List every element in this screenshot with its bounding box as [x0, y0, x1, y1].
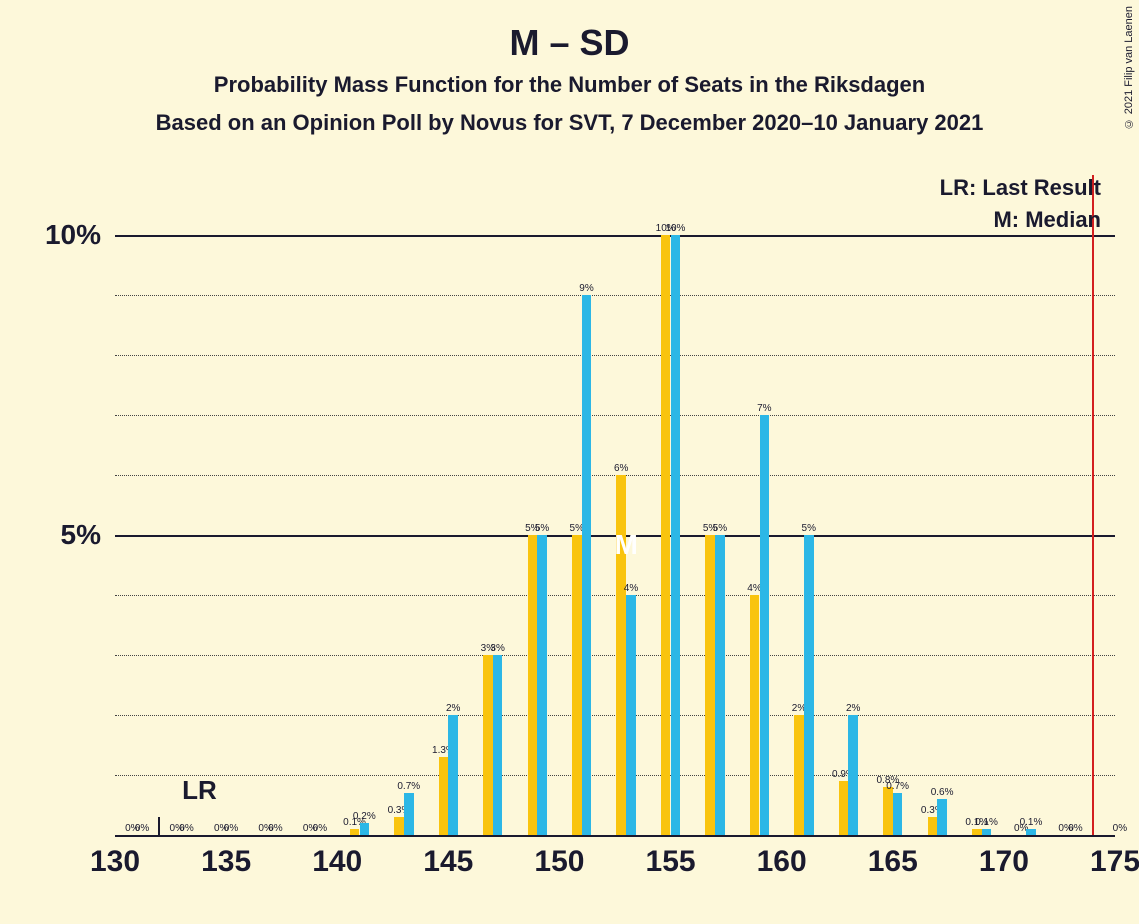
bar-yellow: 0.9% — [839, 781, 849, 835]
bar-value-label: 0% — [179, 823, 193, 835]
bar-blue: 5% — [715, 535, 725, 835]
bar-blue: 10% — [671, 235, 681, 835]
bar-value-label: 0% — [268, 823, 282, 835]
bar-blue: 7% — [760, 415, 770, 835]
bar-yellow: 5% — [705, 535, 715, 835]
chart-title: M – SD — [0, 22, 1139, 64]
lr-marker: LR — [182, 775, 217, 806]
bar-value-label: 0.1% — [975, 817, 998, 829]
bar-blue: 0.2% — [360, 823, 370, 835]
gridline-minor — [115, 295, 1115, 296]
bar-blue: 0.6% — [937, 799, 947, 835]
bar-value-label: 0% — [313, 823, 327, 835]
bar-value-label: 4% — [624, 583, 638, 595]
legend: LR: Last Result M: Median — [940, 175, 1101, 233]
legend-lr: LR: Last Result — [940, 175, 1101, 201]
legend-median: M: Median — [940, 207, 1101, 233]
y-axis-tick: 10% — [45, 219, 115, 251]
gridline-minor — [115, 715, 1115, 716]
bar-yellow: 4% — [750, 595, 760, 835]
bar-yellow: 2% — [794, 715, 804, 835]
gridline-major — [115, 235, 1115, 237]
bar-value-label: 2% — [846, 703, 860, 715]
bar-value-label: 0.2% — [353, 811, 376, 823]
bar-yellow: 0.3% — [394, 817, 404, 835]
bar-blue: 5% — [804, 535, 814, 835]
median-marker: M — [614, 529, 637, 561]
chart-plot-area: 5%10%0%0%0%0%0%0.1%0.3%1.3%3%5%5%6%10%5%… — [115, 175, 1115, 835]
x-axis-tick: 140 — [312, 845, 362, 879]
lr-reference-line — [158, 817, 160, 835]
bar-value-label: 0.1% — [1020, 817, 1043, 829]
bar-value-label: 5% — [535, 523, 549, 535]
bar-value-label: 2% — [446, 703, 460, 715]
bar-yellow: 0.3% — [928, 817, 938, 835]
bar-blue: 2% — [848, 715, 858, 835]
credit-text: © 2021 Filip van Laenen — [1123, 6, 1135, 129]
x-axis-tick: 155 — [646, 845, 696, 879]
bar-value-label: 0% — [224, 823, 238, 835]
bar-value-label: 0.7% — [397, 781, 420, 793]
gridline-minor — [115, 655, 1115, 656]
bar-value-label: 5% — [713, 523, 727, 535]
bar-value-label: 6% — [614, 463, 628, 475]
x-axis-tick: 150 — [534, 845, 584, 879]
bar-blue: 3% — [493, 655, 503, 835]
bar-yellow: 0.8% — [883, 787, 893, 835]
y-axis-tick: 5% — [61, 519, 115, 551]
chart-subtitle-2: Based on an Opinion Poll by Novus for SV… — [0, 110, 1139, 136]
red-reference-line — [1092, 175, 1094, 835]
gridline-minor — [115, 415, 1115, 416]
bar-blue: 0.7% — [404, 793, 414, 835]
bar-yellow: 3% — [483, 655, 493, 835]
x-axis-tick: 175 — [1090, 845, 1139, 879]
x-axis-tick: 130 — [90, 845, 140, 879]
bar-value-label: 9% — [579, 283, 593, 295]
bar-value-label: 0% — [1113, 823, 1127, 835]
bar-value-label: 0.6% — [931, 787, 954, 799]
bar-value-label: 3% — [490, 643, 504, 655]
bar-blue: 0.7% — [893, 793, 903, 835]
x-axis — [115, 835, 1115, 837]
bar-value-label: 0% — [135, 823, 149, 835]
bar-value-label: 5% — [802, 523, 816, 535]
bar-yellow: 1.3% — [439, 757, 449, 835]
bar-blue: 5% — [537, 535, 547, 835]
bar-blue: 4% — [626, 595, 636, 835]
bar-value-label: 10% — [665, 223, 685, 235]
gridline-minor — [115, 775, 1115, 776]
x-axis-tick: 160 — [757, 845, 807, 879]
x-axis-tick: 145 — [423, 845, 473, 879]
bar-yellow: 5% — [528, 535, 538, 835]
gridline-minor — [115, 475, 1115, 476]
bar-blue: 9% — [582, 295, 592, 835]
chart-subtitle-1: Probability Mass Function for the Number… — [0, 72, 1139, 98]
x-axis-tick: 165 — [868, 845, 918, 879]
gridline-minor — [115, 355, 1115, 356]
bar-yellow: 5% — [572, 535, 582, 835]
x-axis-tick: 135 — [201, 845, 251, 879]
bar-value-label: 0% — [1068, 823, 1082, 835]
bar-value-label: 0.7% — [886, 781, 909, 793]
bar-blue: 2% — [448, 715, 458, 835]
bar-yellow: 10% — [661, 235, 671, 835]
gridline-minor — [115, 595, 1115, 596]
x-axis-tick: 170 — [979, 845, 1029, 879]
bar-value-label: 7% — [757, 403, 771, 415]
